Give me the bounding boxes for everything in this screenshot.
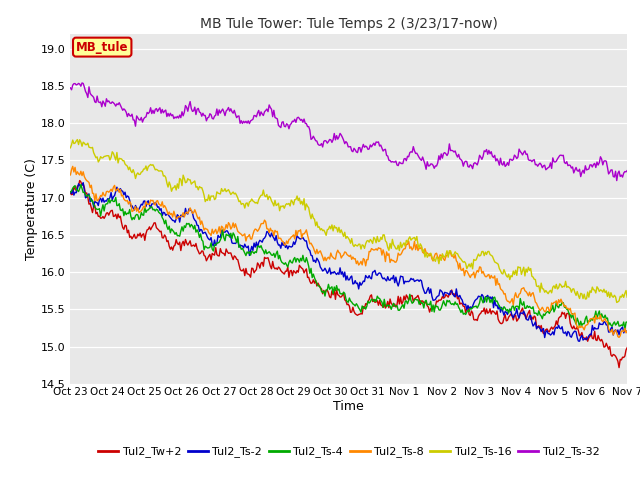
Legend: Tul2_Tw+2, Tul2_Ts-2, Tul2_Ts-4, Tul2_Ts-8, Tul2_Ts-16, Tul2_Ts-32: Tul2_Tw+2, Tul2_Ts-2, Tul2_Ts-4, Tul2_Ts…: [94, 442, 604, 462]
Y-axis label: Temperature (C): Temperature (C): [25, 158, 38, 260]
Title: MB Tule Tower: Tule Temps 2 (3/23/17-now): MB Tule Tower: Tule Temps 2 (3/23/17-now…: [200, 17, 498, 31]
Text: MB_tule: MB_tule: [76, 41, 129, 54]
X-axis label: Time: Time: [333, 399, 364, 412]
